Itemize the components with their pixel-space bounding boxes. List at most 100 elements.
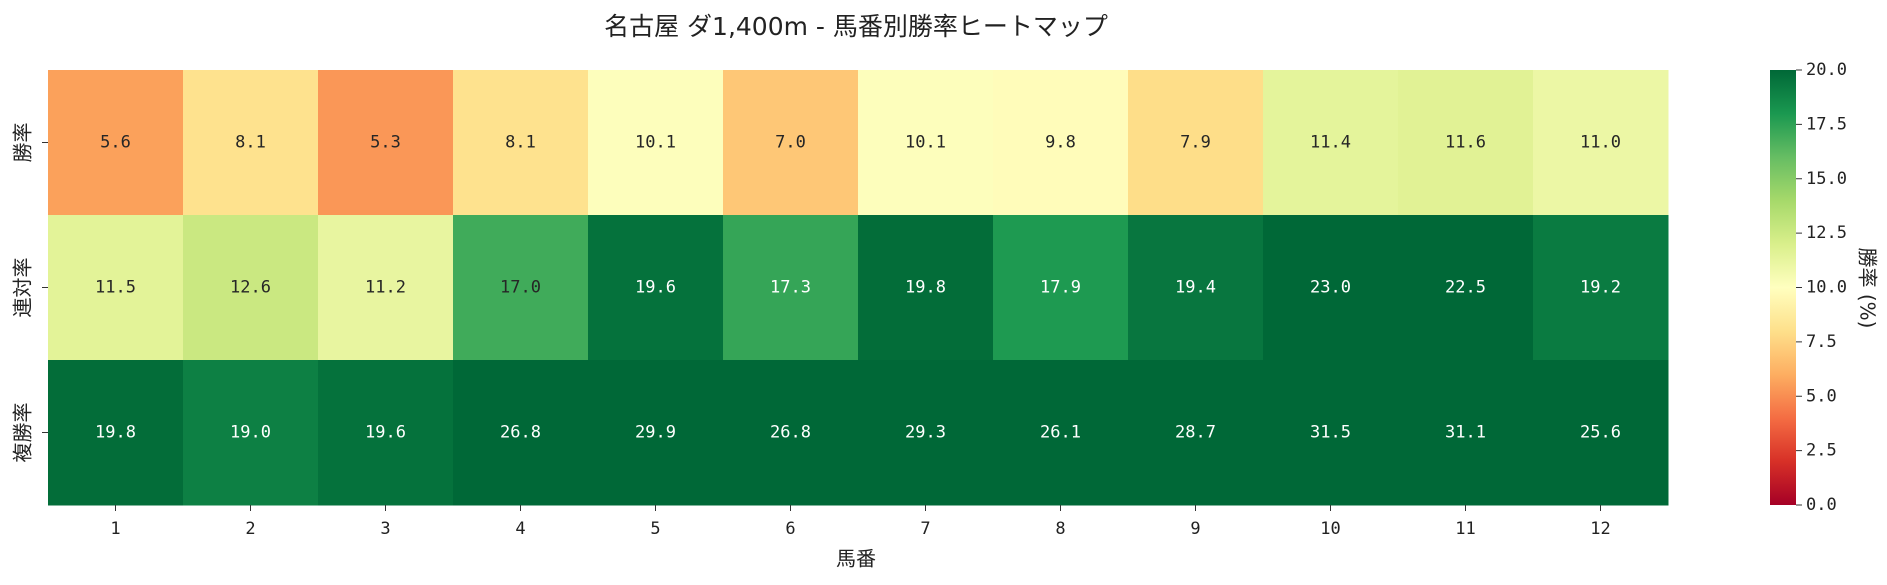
cell-label: 29.3 bbox=[905, 423, 946, 443]
colorbar-tick-label: 12.5 bbox=[1806, 223, 1847, 243]
heatmap-cell bbox=[48, 70, 184, 216]
x-tick-label: 12 bbox=[1590, 519, 1610, 539]
heatmap-cell bbox=[858, 215, 994, 361]
heatmap-cell bbox=[1263, 360, 1399, 506]
chart-title: 名古屋 ダ1,400m - 馬番別勝率ヒートマップ bbox=[604, 12, 1108, 41]
x-tick-label: 1 bbox=[110, 519, 120, 539]
heatmap-cell bbox=[993, 215, 1129, 361]
cell-label: 11.4 bbox=[1310, 133, 1351, 153]
cell-label: 8.1 bbox=[235, 133, 266, 153]
cell-label: 7.9 bbox=[1180, 133, 1211, 153]
colorbar bbox=[1770, 70, 1796, 505]
heatmap-cell bbox=[453, 215, 589, 361]
heatmap-cell bbox=[183, 360, 319, 506]
x-tick-label: 7 bbox=[920, 519, 930, 539]
heatmap-cell bbox=[858, 70, 994, 216]
cell-label: 17.3 bbox=[770, 278, 811, 298]
cell-label: 17.0 bbox=[500, 278, 541, 298]
heatmap-cell bbox=[1533, 215, 1669, 361]
cell-label: 19.6 bbox=[365, 423, 406, 443]
cell-label: 19.8 bbox=[95, 423, 136, 443]
colorbar-tick-label: 5.0 bbox=[1806, 386, 1837, 406]
cell-label: 5.6 bbox=[100, 133, 131, 153]
heatmap-cell bbox=[1128, 215, 1264, 361]
heatmap-cell bbox=[453, 70, 589, 216]
heatmap-cell bbox=[1398, 70, 1534, 216]
cell-label: 9.8 bbox=[1045, 133, 1076, 153]
y-tick-label: 複勝率 bbox=[11, 403, 35, 463]
cell-label: 31.1 bbox=[1445, 423, 1486, 443]
heatmap-cell bbox=[993, 70, 1129, 216]
x-tick-label: 6 bbox=[785, 519, 795, 539]
colorbar-tick-label: 15.0 bbox=[1806, 169, 1847, 189]
heatmap-cell bbox=[183, 215, 319, 361]
cell-label: 11.0 bbox=[1580, 133, 1621, 153]
cell-label: 5.3 bbox=[370, 133, 401, 153]
heatmap-cell bbox=[723, 70, 859, 216]
cell-label: 19.4 bbox=[1175, 278, 1216, 298]
heatmap-cell bbox=[588, 215, 724, 361]
cell-label: 22.5 bbox=[1445, 278, 1486, 298]
colorbar-tick-label: 17.5 bbox=[1806, 114, 1847, 134]
cell-label: 26.1 bbox=[1040, 423, 1081, 443]
heatmap-cell bbox=[183, 70, 319, 216]
heatmap-cell bbox=[1128, 360, 1264, 506]
heatmap-cell bbox=[1263, 215, 1399, 361]
heatmap-cell bbox=[318, 70, 454, 216]
cell-label: 29.9 bbox=[635, 423, 676, 443]
cell-label: 28.7 bbox=[1175, 423, 1216, 443]
x-axis-label: 馬番 bbox=[836, 547, 876, 571]
heatmap-cell bbox=[48, 360, 184, 506]
colorbar-tick-label: 20.0 bbox=[1806, 60, 1847, 80]
cell-label: 19.0 bbox=[230, 423, 271, 443]
cell-label: 17.9 bbox=[1040, 278, 1081, 298]
x-tick-label: 10 bbox=[1320, 519, 1340, 539]
heatmap-cell bbox=[48, 215, 184, 361]
x-tick-label: 5 bbox=[650, 519, 660, 539]
heatmap-cell bbox=[318, 215, 454, 361]
cell-label: 11.2 bbox=[365, 278, 406, 298]
cell-label: 25.6 bbox=[1580, 423, 1621, 443]
heatmap-cell bbox=[993, 360, 1129, 506]
y-tick-label: 連対率 bbox=[11, 258, 35, 318]
cell-label: 19.8 bbox=[905, 278, 946, 298]
x-tick-label: 8 bbox=[1055, 519, 1065, 539]
heatmap-cell bbox=[588, 70, 724, 216]
colorbar-tick-label: 2.5 bbox=[1806, 441, 1837, 461]
heatmap-cell bbox=[1398, 215, 1534, 361]
heatmap-cell bbox=[1263, 70, 1399, 216]
x-tick-label: 9 bbox=[1190, 519, 1200, 539]
y-tick-label: 勝率 bbox=[11, 123, 35, 163]
colorbar-tick-label: 10.0 bbox=[1806, 278, 1847, 298]
x-tick-label: 2 bbox=[245, 519, 255, 539]
cell-label: 31.5 bbox=[1310, 423, 1351, 443]
cell-label: 8.1 bbox=[505, 133, 536, 153]
cell-label: 11.5 bbox=[95, 278, 136, 298]
cell-label: 19.6 bbox=[635, 278, 676, 298]
heatmap-cell bbox=[318, 360, 454, 506]
heatmap-cell bbox=[1533, 70, 1669, 216]
heatmap-cell bbox=[1533, 360, 1669, 506]
cell-label: 10.1 bbox=[905, 133, 946, 153]
heatmap-cell bbox=[588, 360, 724, 506]
heatmap-cell bbox=[1398, 360, 1534, 506]
x-tick-label: 11 bbox=[1455, 519, 1475, 539]
heatmap-cell bbox=[858, 360, 994, 506]
heatmap-cell bbox=[1128, 70, 1264, 216]
colorbar-tick-label: 7.5 bbox=[1806, 332, 1837, 352]
heatmap-cell bbox=[723, 360, 859, 506]
cell-label: 12.6 bbox=[230, 278, 271, 298]
cell-label: 7.0 bbox=[775, 133, 806, 153]
x-tick-label: 3 bbox=[380, 519, 390, 539]
cell-label: 26.8 bbox=[500, 423, 541, 443]
cell-label: 10.1 bbox=[635, 133, 676, 153]
x-tick-label: 4 bbox=[515, 519, 525, 539]
cell-label: 11.6 bbox=[1445, 133, 1486, 153]
cell-label: 26.8 bbox=[770, 423, 811, 443]
heatmap-cell bbox=[723, 215, 859, 361]
cell-label: 23.0 bbox=[1310, 278, 1351, 298]
colorbar-label: 勝率 (%) bbox=[1856, 248, 1880, 329]
colorbar-tick-label: 0.0 bbox=[1806, 495, 1837, 515]
cell-label: 19.2 bbox=[1580, 278, 1621, 298]
